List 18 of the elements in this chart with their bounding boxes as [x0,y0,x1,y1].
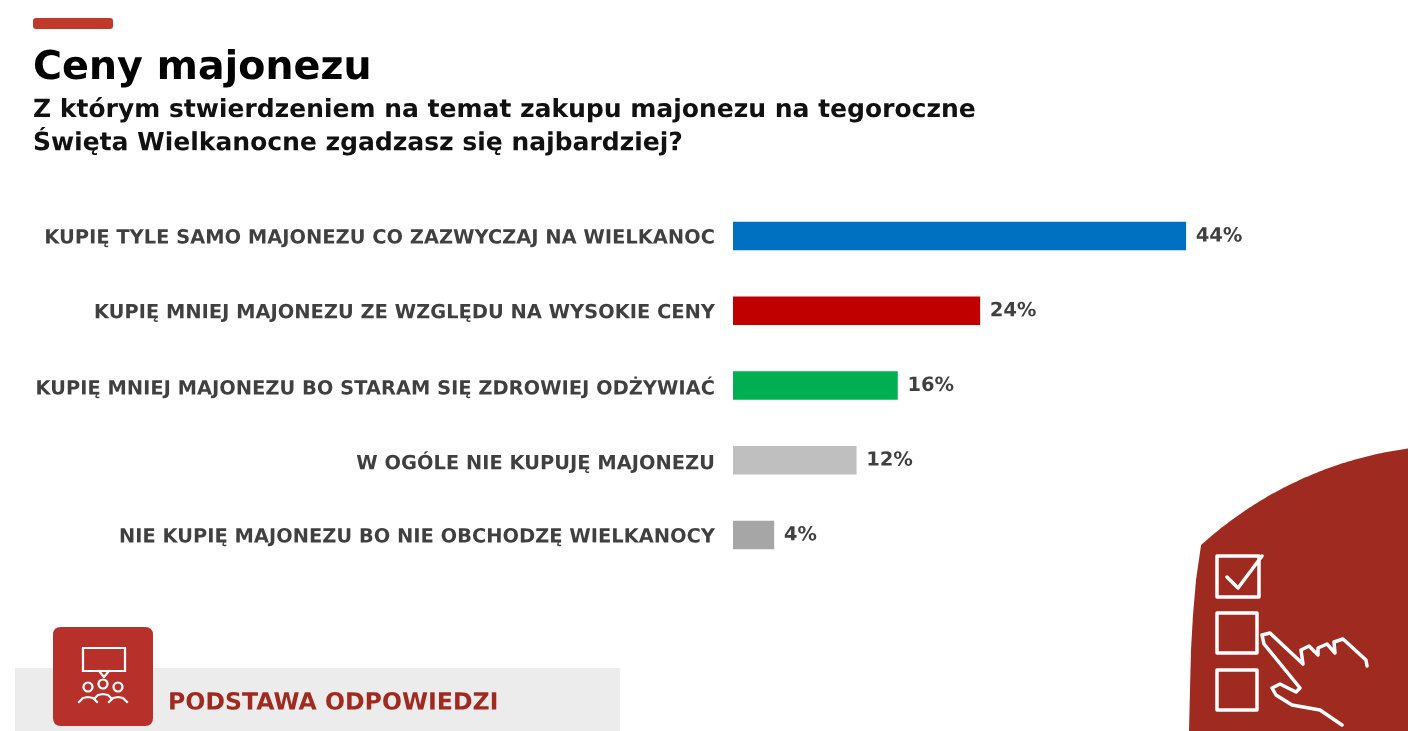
data-label: 24% [991,301,1036,317]
data-label: 16% [909,376,954,392]
text: Ceny majonezu [34,48,369,88]
data-label: 4% [784,525,817,541]
bar [733,520,775,550]
text: PODSTAWA ODPOWIEDZI [170,691,497,710]
y-tick-label: NIE KUPIĘ MAJONEZU BO NIE OBCHODZĘ WIELKANOCY [120,527,716,547]
text: Z którym stwierdzeniem na temat zakupu majonezu na tegoroczne Święta Wielkanocne zgadzasz się najbardziej? [34,97,975,156]
bar [733,296,981,325]
y-tick-label: KUPIĘ MNIEJ MAJONEZU BO STARAM SIĘ ZDROWIEJ ODŻYWIAĆ [37,376,714,399]
data-label: 44% [1196,226,1242,242]
y-tick-label: KUPIĘ TYLE SAMO MAJONEZU CO ZAZWYCZAJ NA WIELKANOC [46,228,714,248]
y-tick-label: W OGÓLE NIE KUPUJĘ MAJONEZU [356,451,714,474]
bar [733,221,1187,251]
bar [733,371,898,400]
bar [733,446,857,475]
data-label: 12% [868,451,913,466]
y-tick-label: KUPIĘ MNIEJ MAJONEZU ZE WZGLĘDU NA WYSOKIE CENY [95,303,716,323]
